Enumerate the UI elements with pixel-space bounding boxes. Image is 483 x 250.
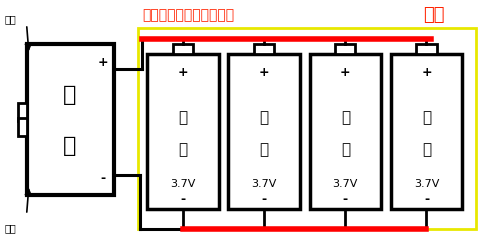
- Text: 板: 板: [63, 135, 77, 155]
- Text: +: +: [421, 66, 432, 79]
- Text: 3.7V: 3.7V: [414, 179, 439, 189]
- Bar: [228, 55, 300, 209]
- Text: 3.7V: 3.7V: [170, 179, 196, 189]
- Text: 电: 电: [422, 110, 431, 124]
- Text: -: -: [100, 171, 105, 184]
- Text: +: +: [259, 66, 270, 79]
- Text: 并联: 并联: [423, 6, 444, 24]
- Text: 输出: 输出: [5, 222, 16, 232]
- Text: 池: 池: [422, 142, 431, 157]
- Text: 3.7V: 3.7V: [333, 179, 358, 189]
- Text: -: -: [424, 192, 429, 205]
- Bar: [391, 55, 462, 209]
- Text: 输入: 输入: [5, 14, 16, 24]
- Bar: [416, 44, 437, 55]
- Text: 注意；正对正，负对负。: 注意；正对正，负对负。: [142, 8, 235, 22]
- Bar: [335, 44, 355, 55]
- Bar: [138, 29, 476, 229]
- Bar: [254, 44, 274, 55]
- Text: -: -: [343, 192, 348, 205]
- Text: -: -: [181, 192, 185, 205]
- Text: 池: 池: [260, 142, 269, 157]
- Text: 池: 池: [341, 142, 350, 157]
- Text: 电: 电: [260, 110, 269, 124]
- Text: +: +: [340, 66, 351, 79]
- Text: +: +: [178, 66, 188, 79]
- Bar: [18, 104, 27, 121]
- Bar: [173, 44, 193, 55]
- Text: 主: 主: [63, 85, 77, 105]
- Text: 电: 电: [341, 110, 350, 124]
- Text: 池: 池: [179, 142, 187, 157]
- Bar: [147, 55, 219, 209]
- Text: 电: 电: [179, 110, 187, 124]
- Bar: [18, 119, 27, 136]
- Text: -: -: [262, 192, 267, 205]
- Text: 3.7V: 3.7V: [252, 179, 277, 189]
- Bar: [27, 45, 114, 195]
- Bar: [310, 55, 381, 209]
- Text: +: +: [98, 56, 108, 69]
